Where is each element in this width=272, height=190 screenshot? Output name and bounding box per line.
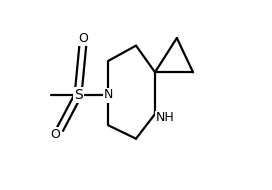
Text: S: S [74, 88, 82, 102]
Text: O: O [50, 128, 60, 141]
Text: N: N [104, 89, 113, 101]
Text: O: O [78, 32, 88, 44]
Text: NH: NH [156, 111, 175, 124]
